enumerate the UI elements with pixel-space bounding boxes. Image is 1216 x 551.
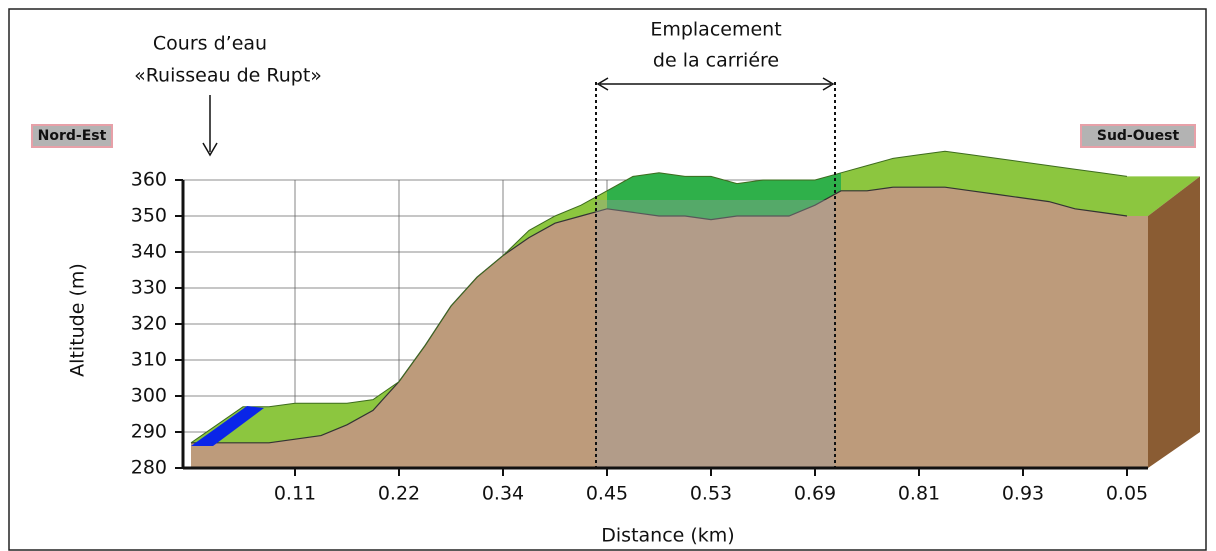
y-tick-label: 290 bbox=[131, 421, 167, 443]
x-tick-label: 0.22 bbox=[378, 483, 420, 505]
annotation: «Ruisseau de Rupt» bbox=[134, 65, 322, 87]
x-tick-label: 0.34 bbox=[482, 483, 524, 505]
surface-line bbox=[190, 150, 1128, 444]
water bbox=[191, 406, 264, 446]
annotation: Cours d’eau bbox=[153, 33, 267, 55]
x-tick-label: 0.45 bbox=[586, 483, 628, 505]
ground-fill bbox=[191, 187, 1148, 468]
y-tick-label: 350 bbox=[131, 205, 167, 227]
y-tick-label: 360 bbox=[131, 169, 167, 191]
y-tick-label: 330 bbox=[131, 277, 167, 299]
block-side bbox=[1148, 176, 1200, 468]
annotation: Emplacement bbox=[650, 19, 781, 41]
y-axis-label: Altitude (m) bbox=[67, 263, 89, 377]
x-axis-label: Distance (km) bbox=[601, 525, 734, 547]
ground-line bbox=[191, 186, 1128, 444]
x-tick-label: 0.05 bbox=[1106, 483, 1148, 505]
y-tick-label: 310 bbox=[131, 349, 167, 371]
y-tick-label: 320 bbox=[131, 313, 167, 335]
tag-box bbox=[1080, 124, 1196, 148]
x-tick-label: 0.81 bbox=[898, 483, 940, 505]
arrow-head bbox=[202, 142, 218, 157]
x-tick-label: 0.69 bbox=[794, 483, 836, 505]
x-tick-label: 0.11 bbox=[274, 483, 316, 505]
y-tick-label: 280 bbox=[131, 457, 167, 479]
quarry-fill bbox=[607, 172, 841, 220]
x-tick-label: 0.93 bbox=[1002, 483, 1044, 505]
frame bbox=[8, 8, 1207, 551]
tag: Sud-Ouest bbox=[1097, 128, 1180, 144]
y-tick-label: 300 bbox=[131, 385, 167, 407]
annotation: de la carriére bbox=[653, 50, 779, 72]
arrow-heads bbox=[596, 77, 835, 91]
quarry-zone bbox=[596, 200, 835, 468]
x-tick-label: 0.53 bbox=[690, 483, 732, 505]
areas bbox=[190, 150, 1200, 468]
tag: Nord-Est bbox=[38, 128, 107, 144]
tag-box bbox=[31, 124, 113, 148]
y-tick-label: 340 bbox=[131, 241, 167, 263]
